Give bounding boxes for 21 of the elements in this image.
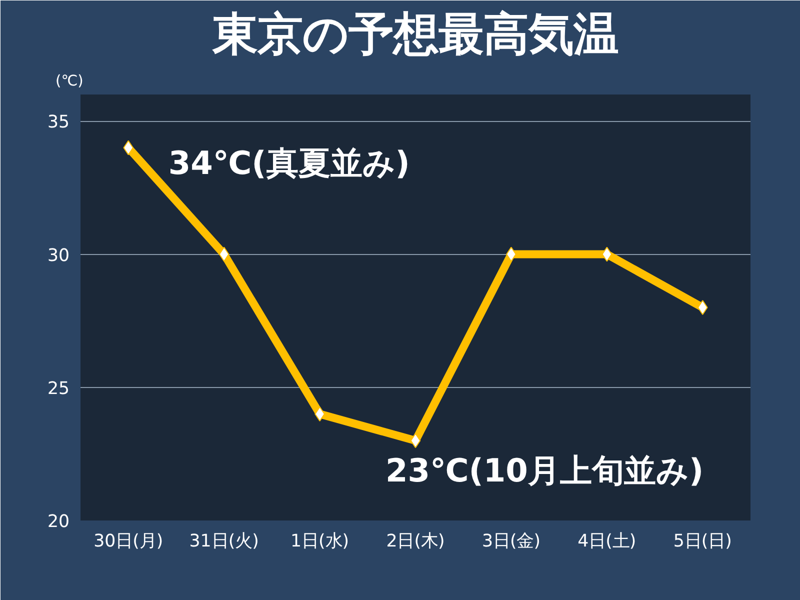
point: [602, 246, 612, 262]
x-tick-label: 1日(水): [290, 532, 350, 552]
point: [218, 246, 230, 262]
x-tick-label: 5日(日): [673, 532, 732, 552]
y-tick-label: 25: [47, 378, 70, 399]
point: [314, 406, 325, 422]
x-tick-label: 31日(火): [189, 532, 259, 552]
y-tick-label: 35: [47, 112, 70, 133]
x-tick-label: 3日(金): [482, 532, 540, 552]
chart-title: 東京の予想最高気温: [212, 8, 618, 60]
annotation: 34℃(真夏並み): [168, 144, 410, 182]
y-tick-label: 30: [47, 246, 70, 266]
y-axis-title: (℃): [56, 72, 84, 90]
y-tick-label: 20: [47, 512, 70, 532]
x-tick-label: 30日(月): [94, 532, 164, 552]
x-tick-label: 2日(木): [386, 532, 445, 552]
annotation: 23℃(10月上旬並み): [386, 452, 704, 490]
point: [697, 300, 708, 315]
point: [410, 433, 421, 448]
point: [123, 140, 134, 156]
x-tick-label: 4日(土): [578, 532, 636, 552]
